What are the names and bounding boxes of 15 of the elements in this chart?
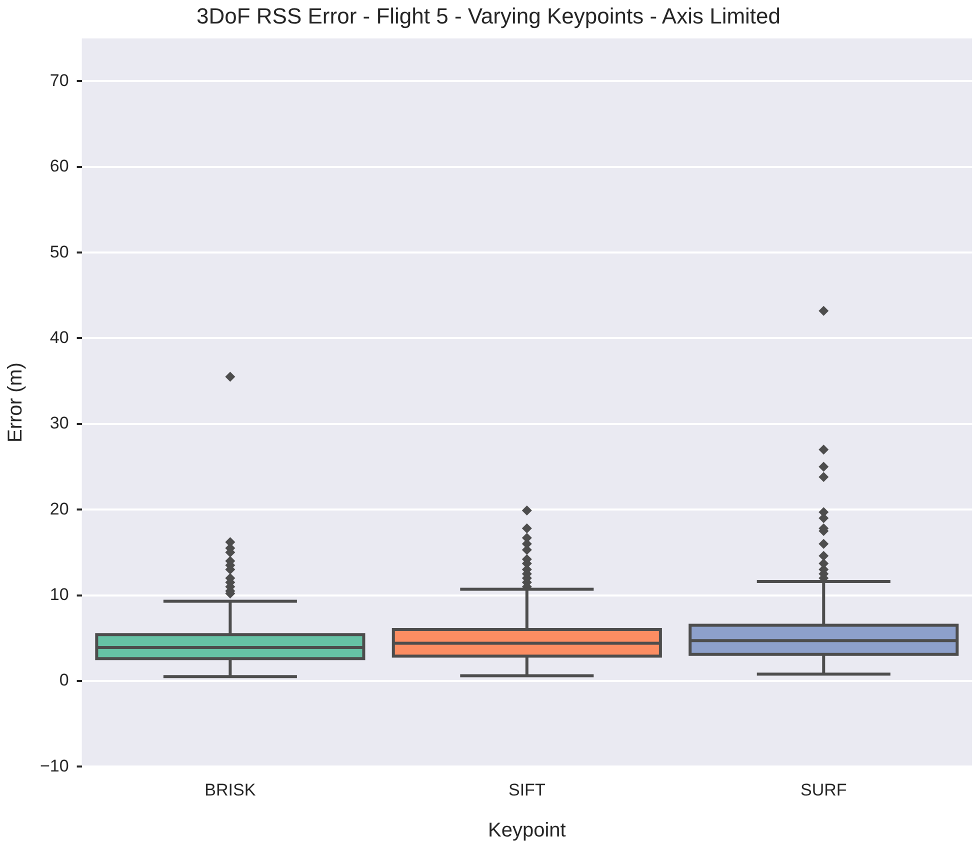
y-tick-label: 30	[50, 414, 69, 433]
x-tick-label: SIFT	[508, 780, 546, 800]
y-tick-label: 50	[50, 242, 69, 262]
y-axis-title: Error (m)	[4, 362, 27, 442]
y-tick-label: 70	[50, 70, 69, 90]
x-tick-label: BRISK	[204, 780, 256, 800]
y-tick-label: 40	[50, 328, 69, 347]
chart-title: 3DoF RSS Error - Flight 5 - Varying Keypoints - Axis Limited	[196, 3, 781, 28]
y-tick-label: −10	[40, 756, 69, 776]
y-tick-label: 0	[59, 670, 69, 690]
x-tick-label: SURF	[800, 780, 847, 800]
y-tick-label: 60	[50, 156, 69, 176]
x-axis-title: Keypoint	[488, 820, 566, 842]
y-tick-label: 20	[50, 499, 69, 518]
y-tick-label: 10	[50, 584, 69, 604]
